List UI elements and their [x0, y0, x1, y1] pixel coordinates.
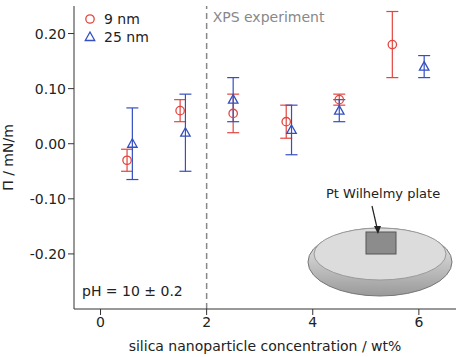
html-text:9 nm: 9 nm [104, 11, 140, 27]
svg-text:0.20: 0.20 [35, 26, 66, 42]
html-text:pH = 10 ± 0.2: pH = 10 ± 0.2 [82, 283, 183, 299]
svg-text:XPS experiment: XPS experiment [213, 9, 325, 25]
svg-text:6: 6 [414, 314, 423, 330]
svg-text:-0.10: -0.10 [30, 191, 66, 207]
svg-text:2: 2 [202, 314, 211, 330]
svg-text:silica nanoparticle concentrat: silica nanoparticle concentration / wt% [129, 338, 402, 354]
svg-text:Π / mN/m: Π / mN/m [0, 124, 16, 191]
svg-text:4: 4 [308, 314, 317, 330]
svg-text:0.10: 0.10 [35, 81, 66, 97]
svg-text:0.00: 0.00 [35, 136, 66, 152]
svg-text:-0.20: -0.20 [30, 246, 66, 262]
svg-text:0: 0 [96, 314, 105, 330]
html-text:25 nm: 25 nm [104, 29, 149, 45]
html-text:Pt Wilhelmy plate: Pt Wilhelmy plate [326, 186, 441, 201]
